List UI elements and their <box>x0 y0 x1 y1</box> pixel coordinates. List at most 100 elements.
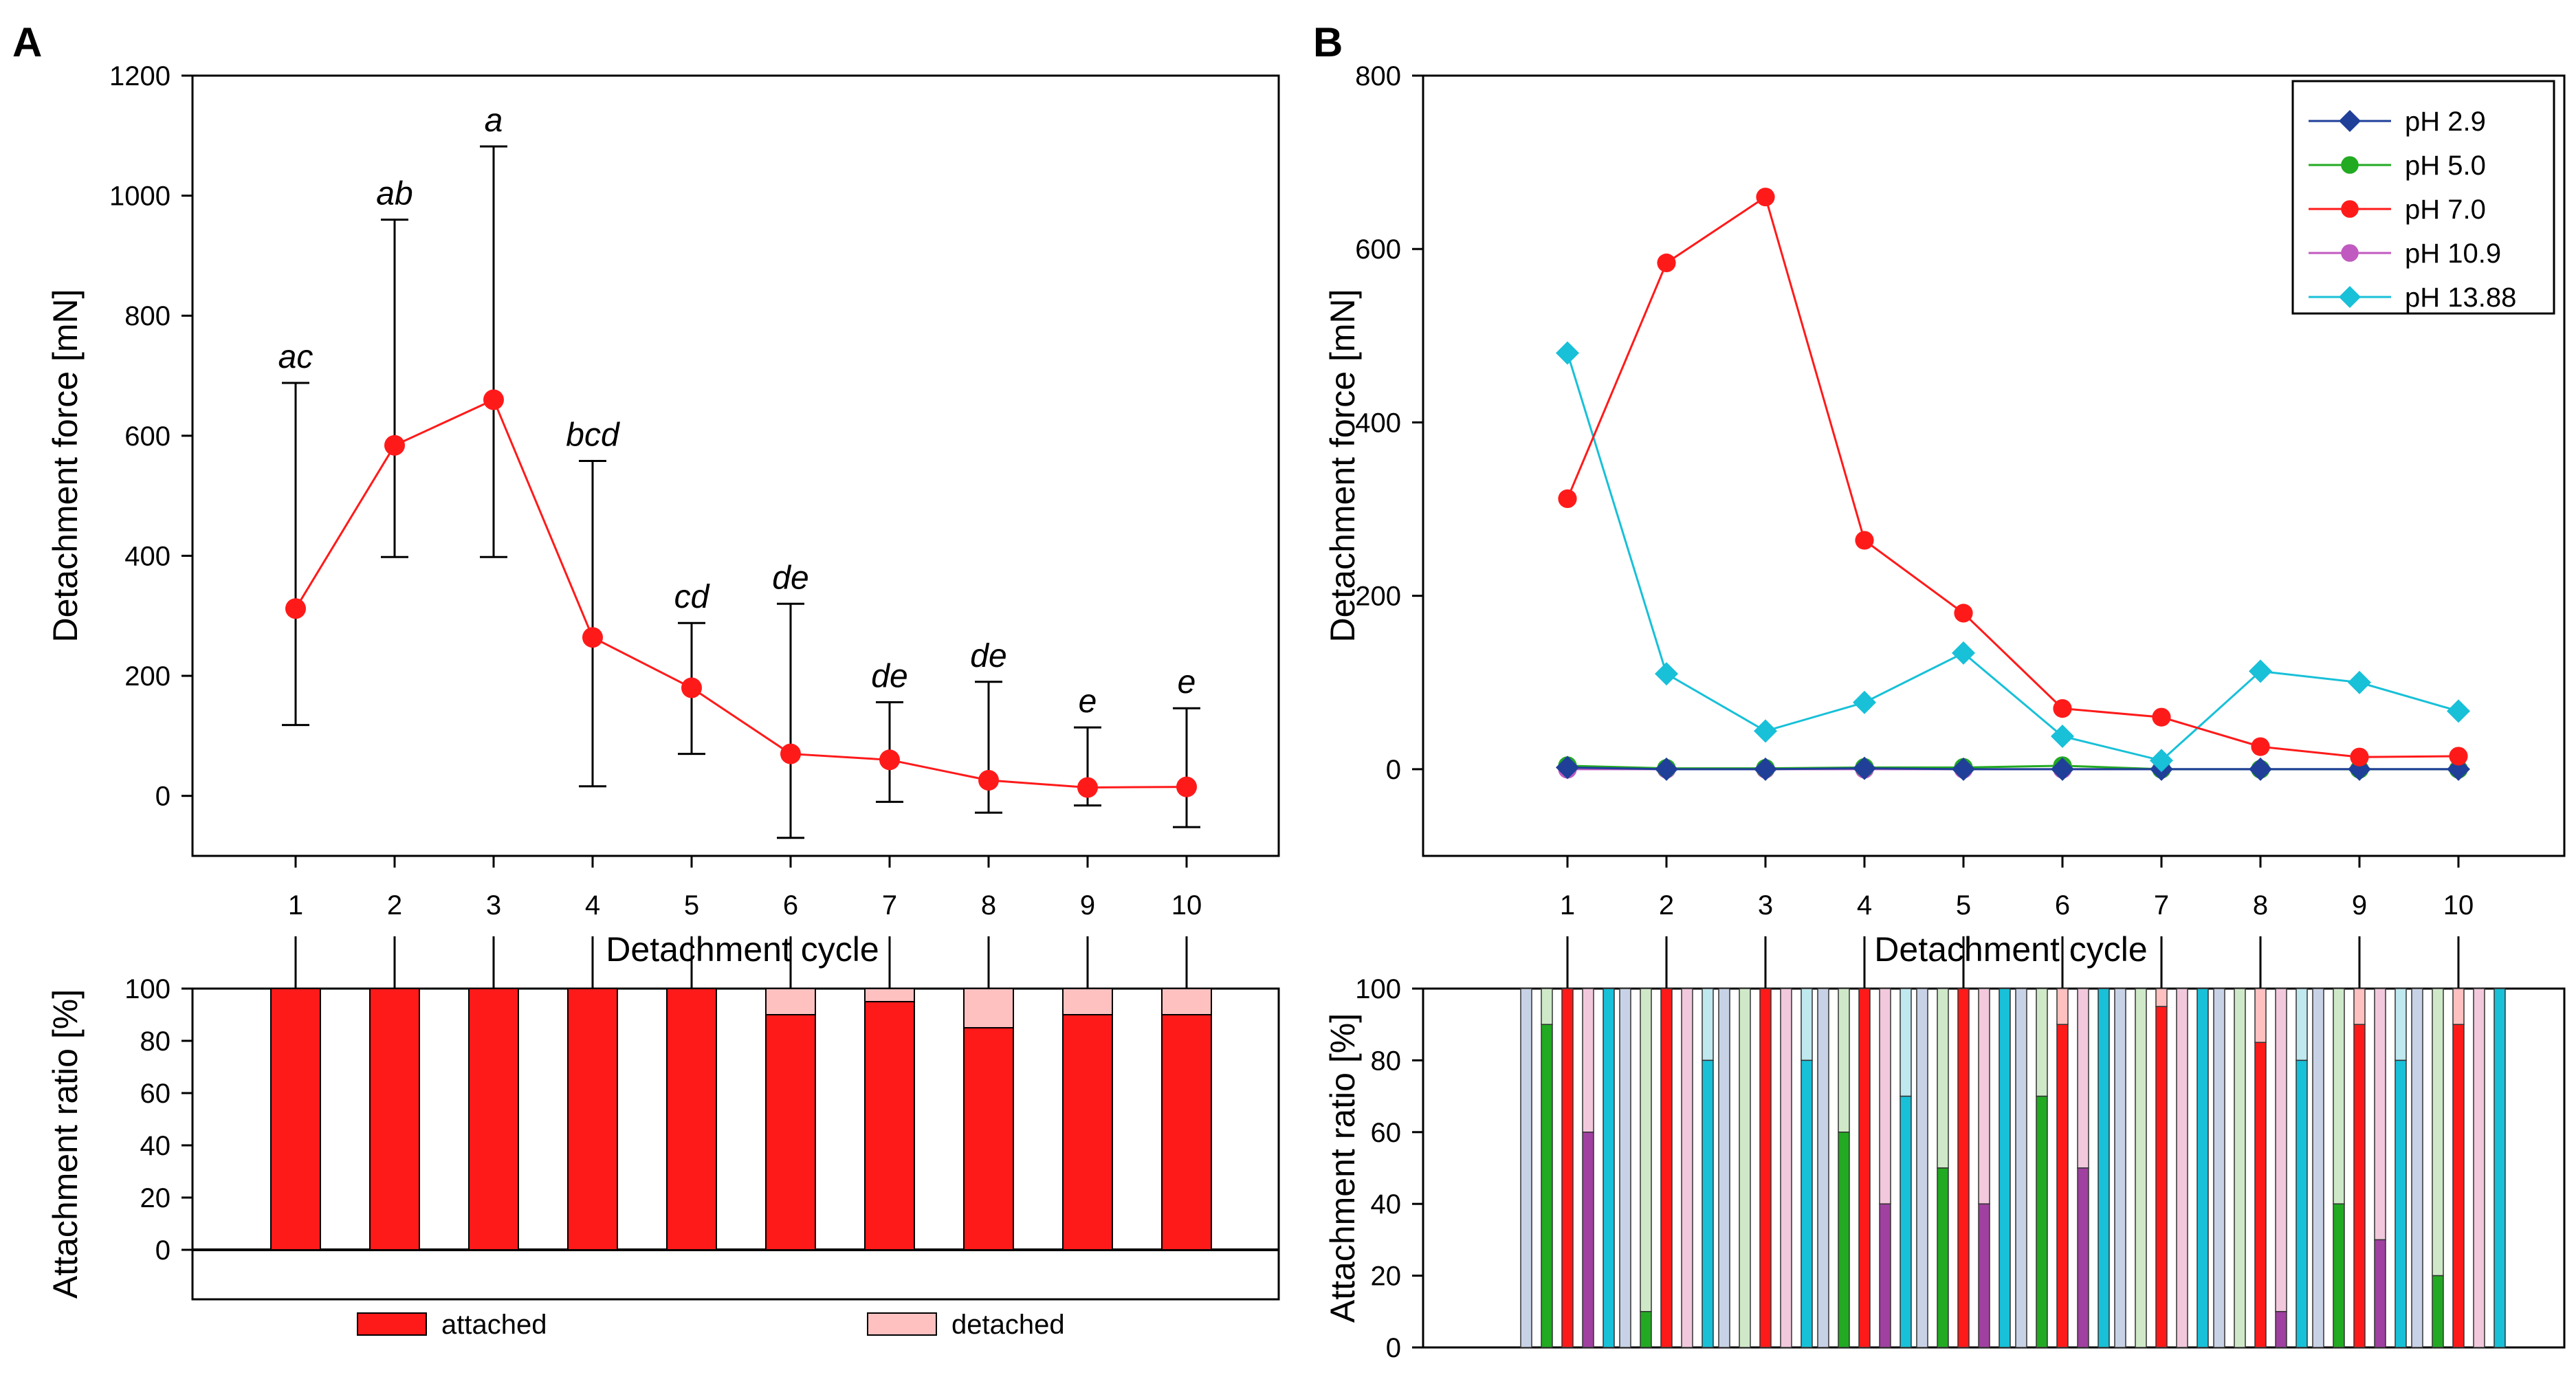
y-tick-label: 0 <box>1386 1333 1401 1363</box>
series-line <box>1566 353 2459 762</box>
panel-letter-b: B <box>1313 19 1343 65</box>
y-tick-label: 600 <box>1355 234 1401 265</box>
bar-detached <box>1900 988 1912 1097</box>
bar-detached <box>2312 988 2324 1348</box>
legend-label: pH 5.0 <box>2405 151 2486 181</box>
panel-a-y-axis: 0 200 400 600 800 1000 1200 <box>109 61 192 812</box>
bar-attached <box>1161 1014 1212 1251</box>
legend-attached-swatch <box>357 1312 427 1336</box>
bar-detached <box>1582 988 1594 1133</box>
y-tick-label: 600 <box>124 421 170 452</box>
y-tick-label: 800 <box>1355 61 1401 91</box>
data-point <box>1952 641 1975 665</box>
panel-b-y-axis-title: Detachment force [mN] <box>1323 289 1362 642</box>
y-tick-label: 20 <box>140 1183 171 1213</box>
significance-label: e <box>1178 664 1196 701</box>
x-tick-label: 5 <box>684 890 699 921</box>
bar-detached <box>765 988 816 1015</box>
x-tick-label: 8 <box>2253 890 2268 921</box>
bar-attached <box>1937 1167 1949 1348</box>
bar-detached <box>1718 988 1730 1348</box>
legend-label: pH 7.0 <box>2405 195 2486 225</box>
data-point <box>2051 757 2074 781</box>
data-point <box>2053 699 2072 718</box>
data-point <box>1853 756 1876 780</box>
bar-detached <box>1801 988 1813 1061</box>
y-tick-label: 800 <box>124 301 170 331</box>
data-point <box>483 389 504 410</box>
y-tick-label: 400 <box>124 541 170 571</box>
bar-detached <box>1640 988 1652 1312</box>
x-tick-label: 10 <box>2443 890 2474 921</box>
significance-label: de <box>871 658 907 694</box>
bar-detached <box>2296 988 2308 1061</box>
bar-attached <box>1900 1095 1912 1348</box>
bar-detached <box>2135 988 2147 1348</box>
data-point <box>1853 690 1876 714</box>
legend-detached-label: detached <box>951 1310 1065 1340</box>
bar-attached <box>1640 1311 1652 1348</box>
bar-detached <box>1937 988 1949 1169</box>
panel-a-plot-frame <box>191 74 1280 857</box>
x-tick-label: 4 <box>585 890 600 921</box>
panel-a-series: ac ab a bcd cd de de de e e <box>278 102 1200 839</box>
bar-attached <box>2077 1167 2089 1348</box>
data-point <box>1754 719 1777 743</box>
bar-detached <box>864 988 915 1002</box>
data-point <box>1556 341 1579 365</box>
y-tick-label: 400 <box>1355 408 1401 438</box>
legend-detached-swatch <box>867 1312 937 1336</box>
data-point <box>2341 156 2359 174</box>
x-tick-label: 7 <box>882 890 897 921</box>
bar-detached <box>1838 988 1850 1133</box>
bar-attached <box>2155 1006 2168 1348</box>
legend-label: pH 10.9 <box>2405 239 2501 269</box>
bar-attached <box>1838 1132 1850 1348</box>
data-point <box>2350 747 2369 767</box>
legend-label: pH 13.88 <box>2405 283 2516 313</box>
panel-a-bottom-frame <box>191 987 1280 1301</box>
bar-detached <box>2333 988 2345 1204</box>
y-tick-label: 1000 <box>109 181 170 212</box>
bar-detached <box>1619 988 1631 1348</box>
significance-label: a <box>485 102 503 139</box>
data-point <box>2341 200 2359 218</box>
x-tick-label: 9 <box>1080 890 1095 921</box>
significance-label: cd <box>674 579 710 615</box>
data-point <box>582 627 603 648</box>
data-point <box>2251 737 2270 756</box>
series-line <box>294 398 1187 789</box>
x-tick-label: 2 <box>387 890 402 921</box>
bar-detached <box>2432 988 2444 1277</box>
series-line <box>1567 766 2458 771</box>
panel-a-bottom-y-axis-title: Attachment ratio [%] <box>46 989 85 1299</box>
bar-detached <box>2213 988 2225 1348</box>
bar-attached <box>2056 1024 2069 1348</box>
panel-b-plot-frame <box>1422 74 2566 857</box>
bar-detached <box>2234 988 2246 1348</box>
bar-detached <box>1541 988 1553 1025</box>
data-point <box>384 434 405 456</box>
bar-attached <box>1603 988 1615 1348</box>
bar-detached <box>1739 988 1751 1348</box>
bar-attached <box>864 1001 915 1251</box>
x-tick-label: 5 <box>1956 890 1971 921</box>
bar-detached <box>1702 988 1714 1061</box>
bar-attached <box>2296 1059 2308 1348</box>
data-point <box>780 743 801 764</box>
bar-detached <box>2036 988 2048 1097</box>
bar-attached <box>369 988 420 1251</box>
x-tick-label: 2 <box>1659 890 1674 921</box>
panel-a-bottom-legend: attached detached <box>357 1310 1065 1340</box>
bar-detached <box>1879 988 1891 1204</box>
bar-attached <box>2275 1311 2287 1348</box>
bar-attached <box>1702 1059 1714 1348</box>
data-point <box>1556 756 1579 780</box>
y-tick-label: 40 <box>1371 1189 1402 1220</box>
data-point <box>1952 757 1975 781</box>
data-point <box>2150 749 2173 773</box>
y-tick-label: 1200 <box>109 61 170 91</box>
bar-attached <box>1062 1014 1113 1251</box>
data-point <box>2051 724 2074 748</box>
bar-detached <box>1520 988 1532 1348</box>
